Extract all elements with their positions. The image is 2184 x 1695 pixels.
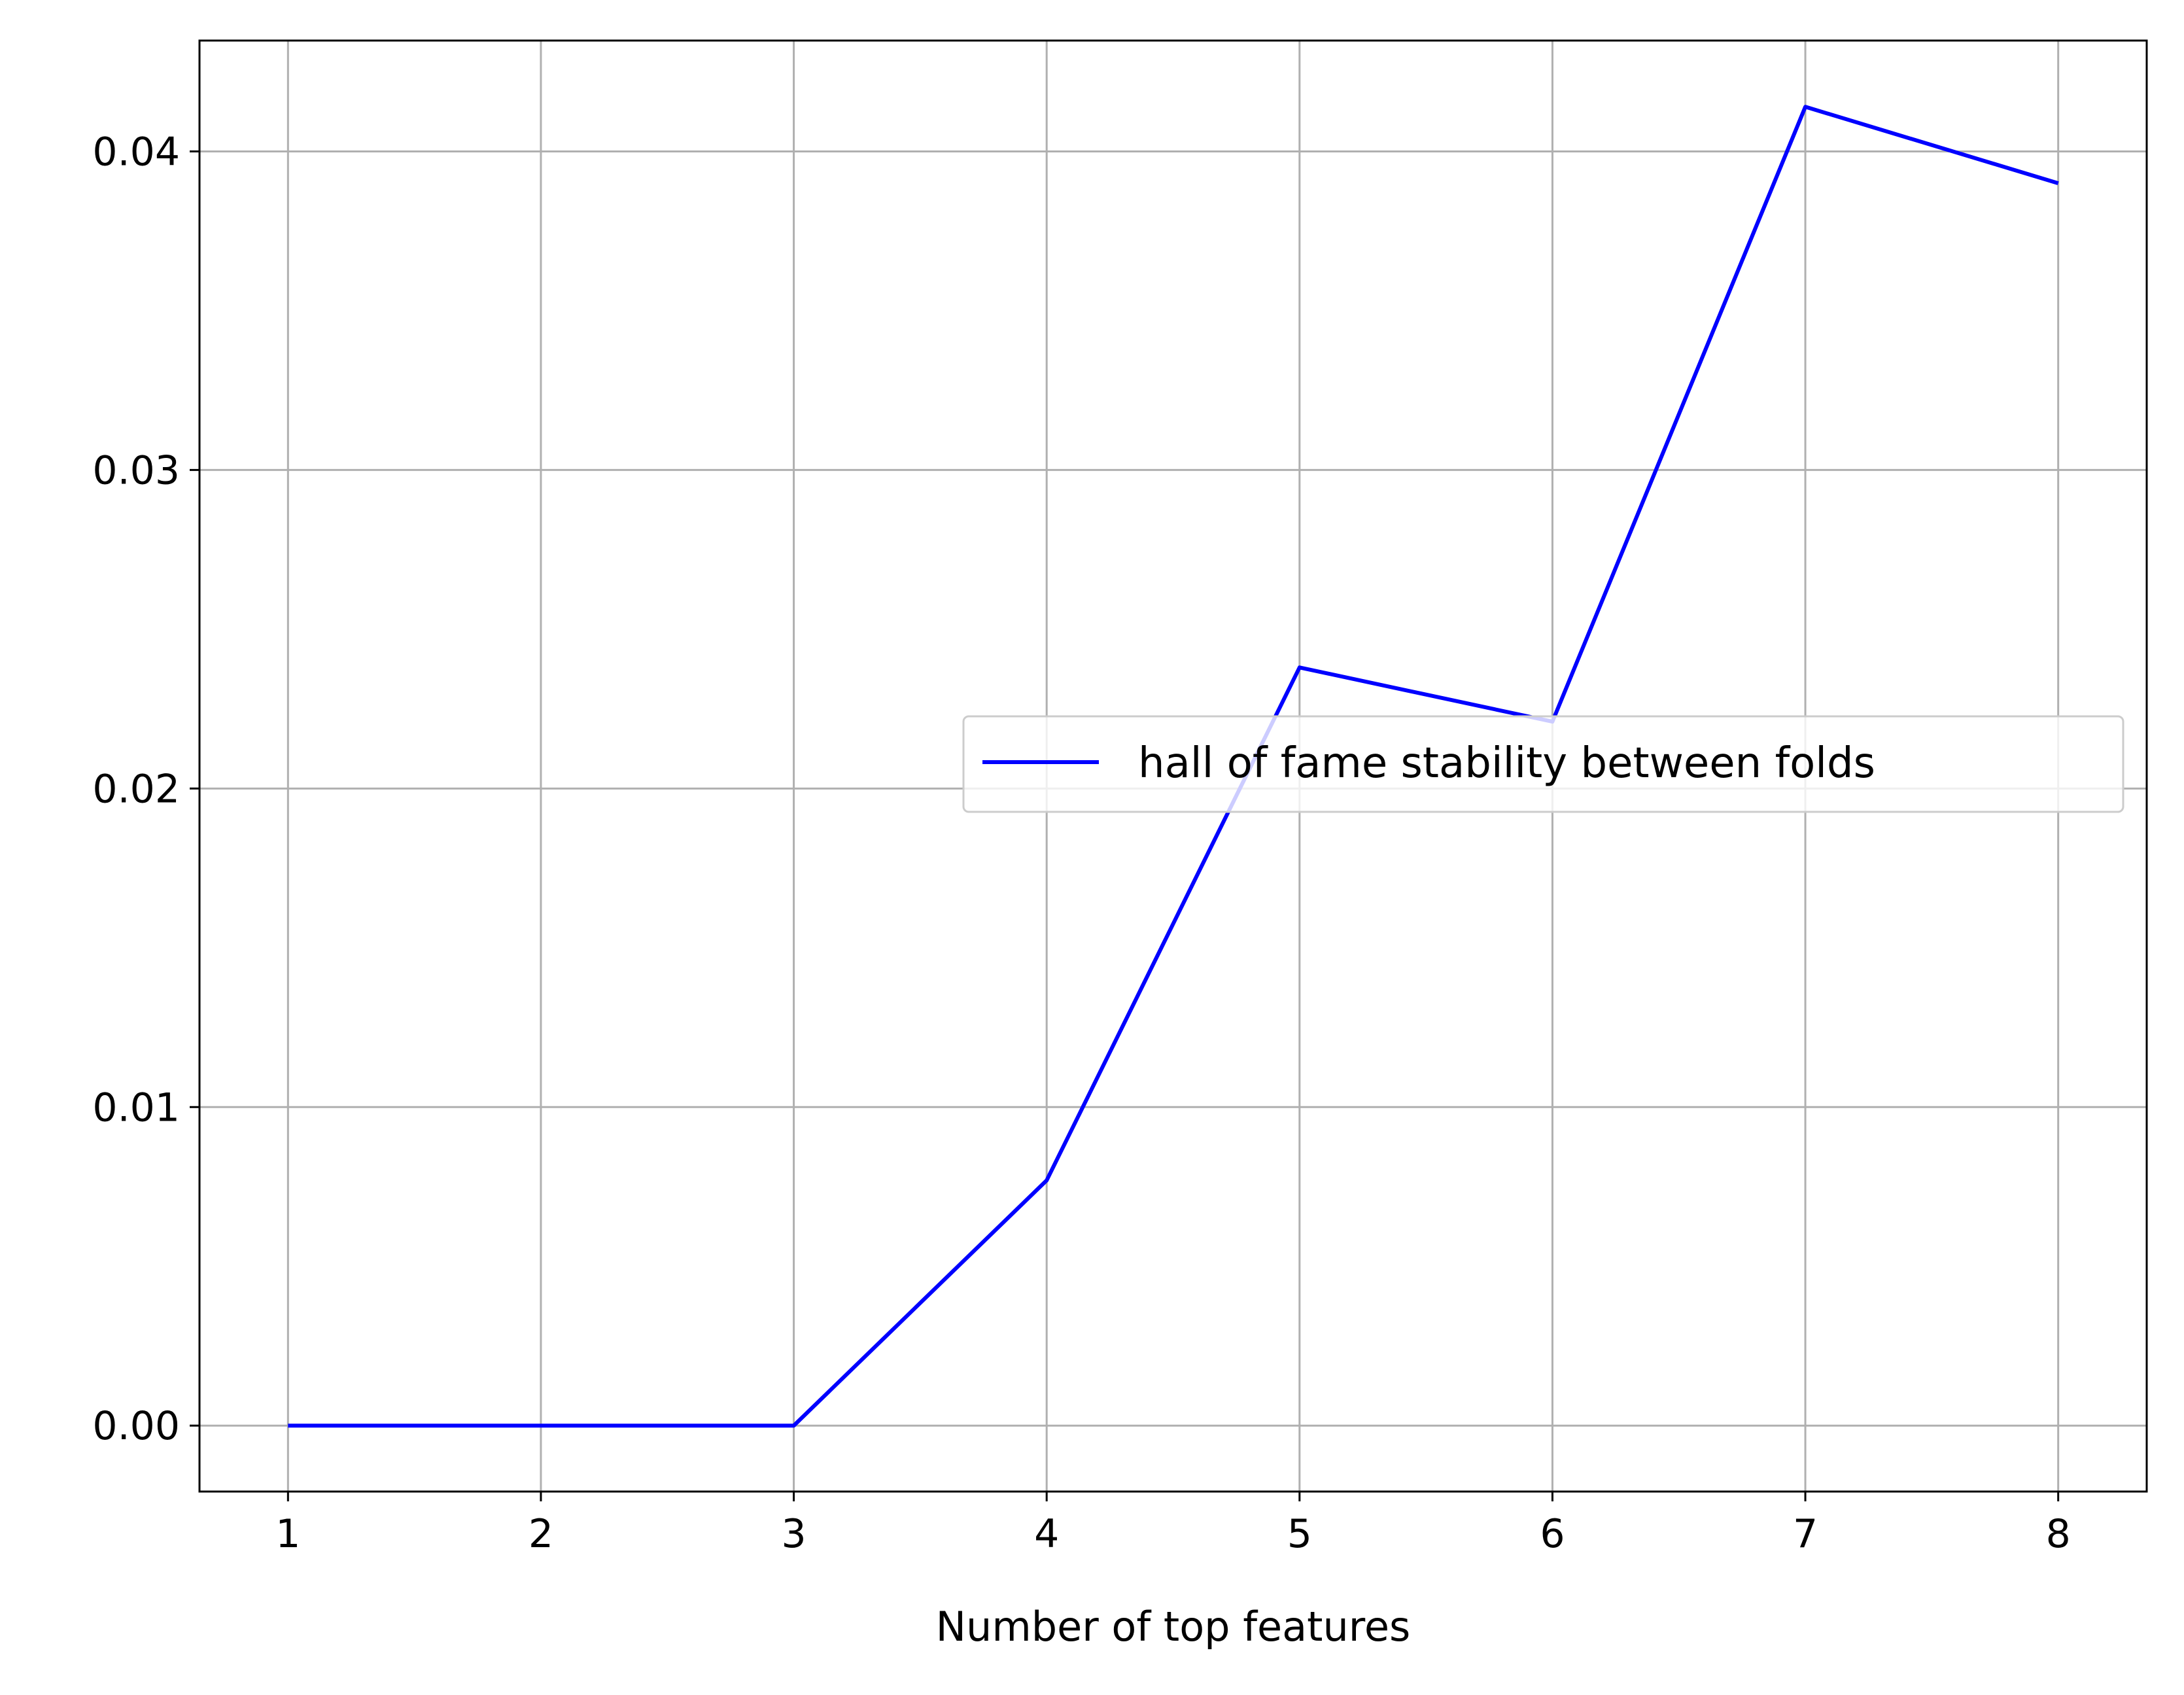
y-tick-label: 0.00 bbox=[92, 1403, 180, 1449]
y-tick-label: 0.04 bbox=[92, 129, 180, 175]
x-tick-label: 5 bbox=[1287, 1511, 1312, 1557]
x-tick-label: 6 bbox=[1540, 1511, 1565, 1557]
y-tick-label: 0.03 bbox=[92, 447, 180, 493]
legend-box bbox=[962, 715, 2124, 813]
series-line bbox=[288, 105, 2059, 1428]
x-tick-label: 1 bbox=[275, 1511, 300, 1557]
x-tick-label: 3 bbox=[781, 1511, 806, 1557]
x-tick-label: 7 bbox=[1793, 1511, 1818, 1557]
axis-ticks: 1 2 3 4 5 6 7 8 0.00 0.01 0.02 0.03 0.04 bbox=[92, 129, 2070, 1557]
x-tick-label: 4 bbox=[1034, 1511, 1059, 1557]
x-axis-label: Number of top features bbox=[936, 1603, 1411, 1651]
x-tick-label: 8 bbox=[2046, 1511, 2071, 1557]
x-tick-label: 2 bbox=[529, 1511, 553, 1557]
legend-label: hall of fame stability between folds bbox=[1138, 739, 1875, 788]
plot-frame bbox=[198, 39, 2148, 1493]
y-tick-label: 0.02 bbox=[92, 766, 180, 812]
series-lines bbox=[288, 105, 2059, 1428]
y-tick-label: 0.01 bbox=[92, 1085, 180, 1130]
legend: hall of fame stability between folds bbox=[962, 715, 2124, 813]
